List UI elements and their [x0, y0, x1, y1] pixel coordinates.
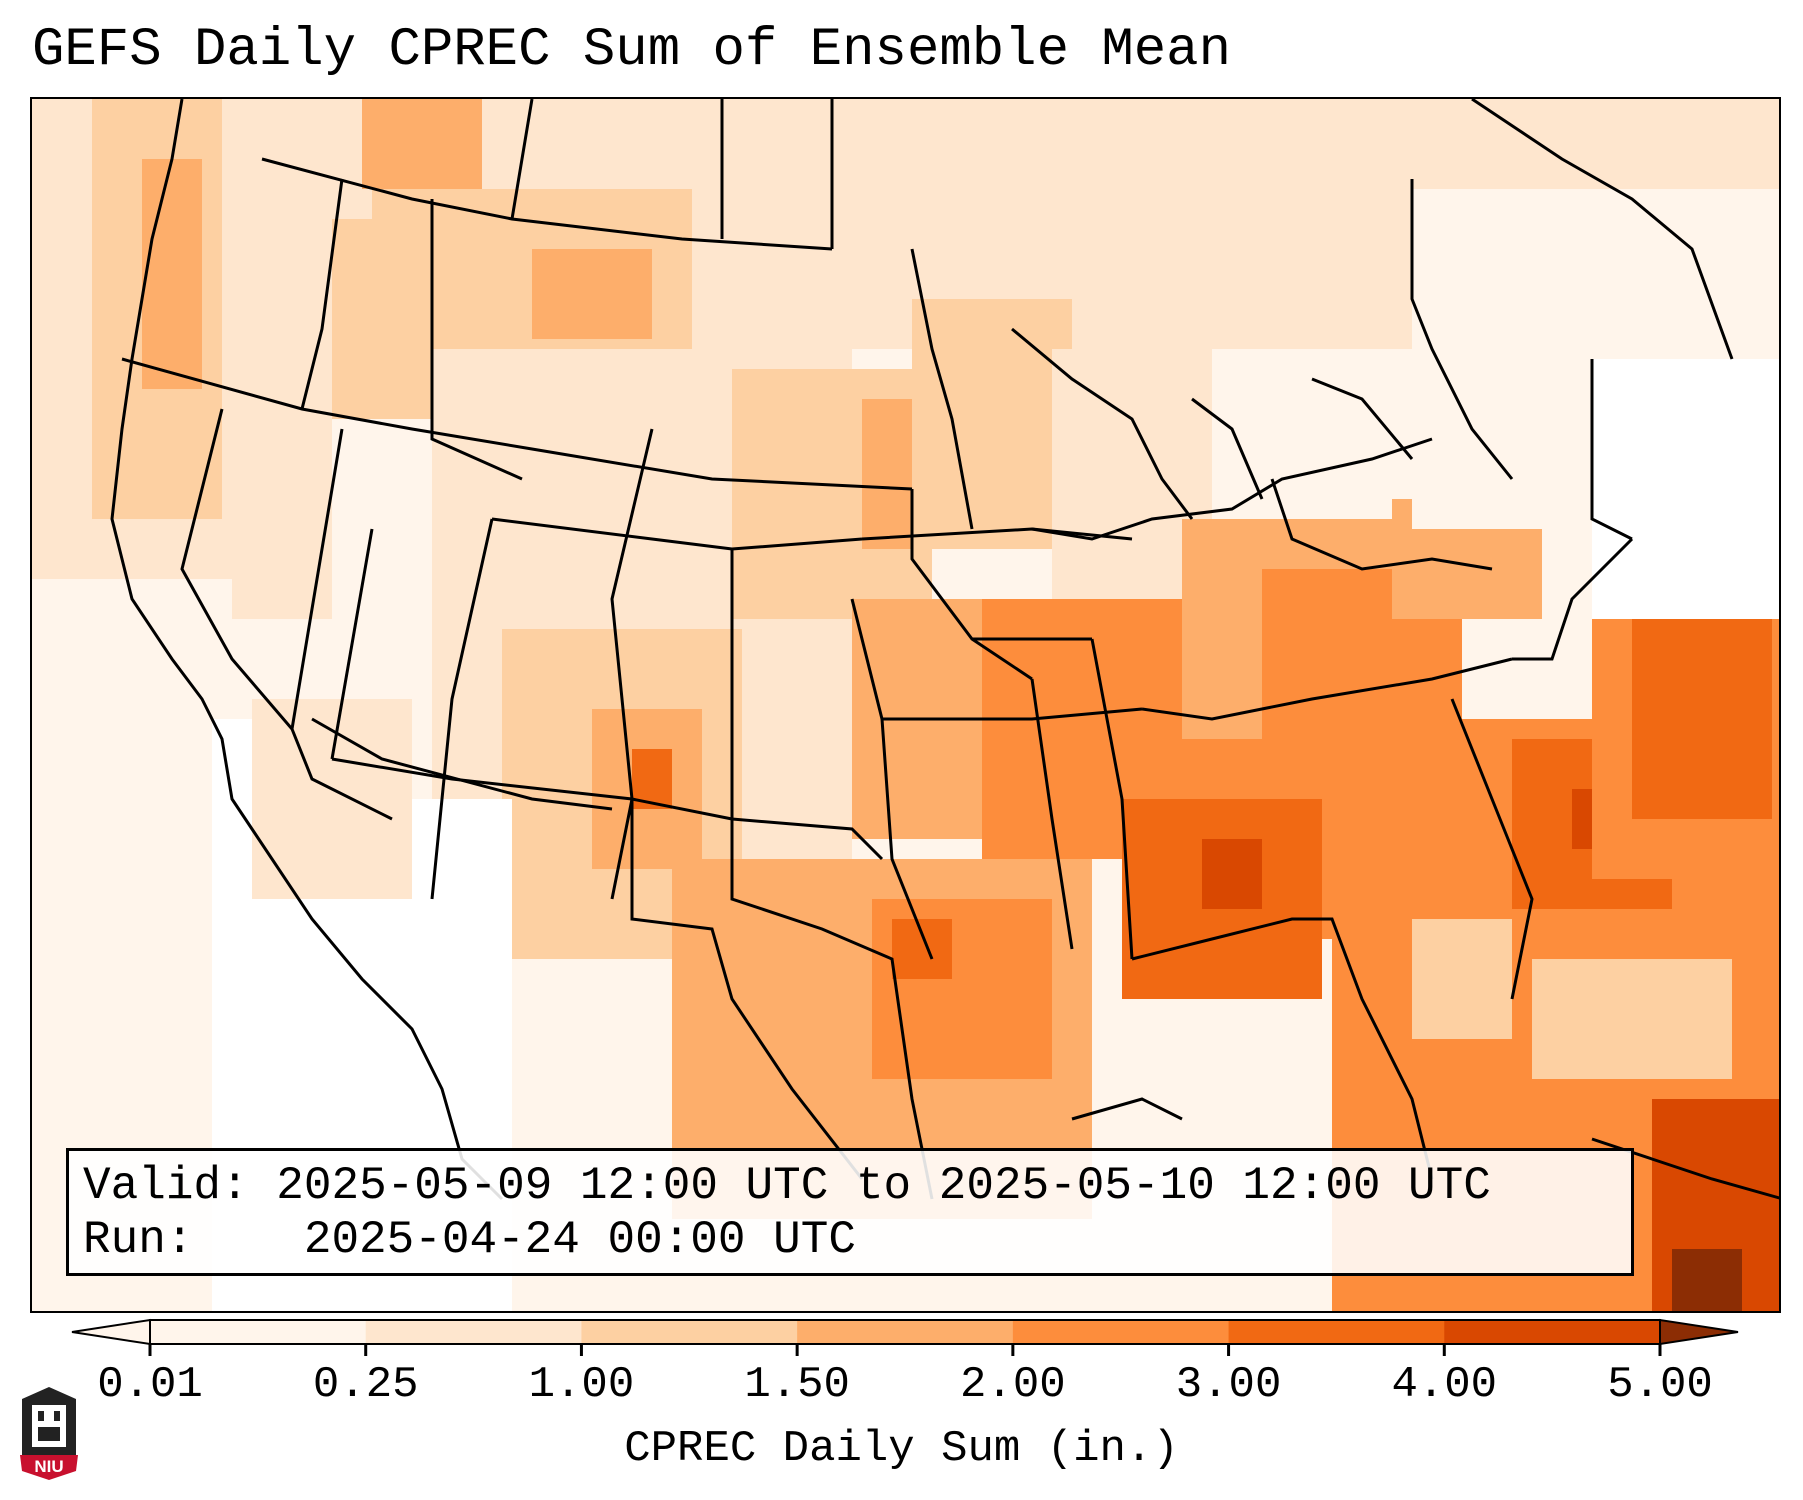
page-title: GEFS Daily CPREC Sum of Ensemble Mean — [32, 20, 1231, 81]
colorbar-tick-label: 0.25 — [312, 1360, 419, 1410]
colorbar-label: CPREC Daily Sum (in.) — [624, 1424, 1179, 1474]
colorbar-extend-high — [1659, 1318, 1739, 1346]
boundary-lines — [110, 99, 1779, 1201]
valid-label: Valid: — [83, 1160, 249, 1212]
precip-map — [32, 99, 1779, 1311]
colorbar-segment — [797, 1320, 1014, 1344]
colorbar-tick-label: 1.00 — [528, 1360, 635, 1410]
colorbar-tick-label: 4.00 — [1391, 1360, 1498, 1410]
niu-castle-icon — [20, 1387, 78, 1480]
colorbar-outline — [149, 1319, 1661, 1345]
colorbar-segment — [581, 1320, 798, 1344]
logo-text: NIU — [34, 1457, 63, 1476]
run-label: Run: — [83, 1214, 194, 1266]
colorbar-segment — [1444, 1320, 1661, 1344]
precip-field — [32, 99, 1779, 1311]
colorbar-tick-label: 1.50 — [744, 1360, 850, 1410]
colorbar-segment — [1012, 1320, 1230, 1344]
valid-value: 2025-05-09 12:00 UTC to 2025-05-10 12:00… — [276, 1160, 1491, 1212]
colorbar-segment — [150, 1320, 367, 1344]
colorbar-extend-low — [71, 1318, 151, 1346]
colorbar-tick-label: 0.01 — [97, 1360, 203, 1410]
map-panel[interactable] — [30, 97, 1781, 1313]
niu-logo: NIU — [20, 1387, 78, 1480]
run-value: 2025-04-24 00:00 UTC — [303, 1214, 856, 1266]
valid-run-box: Valid: 2025-05-09 12:00 UTC to 2025-05-1… — [66, 1148, 1634, 1276]
colorbar-segment — [1228, 1320, 1445, 1344]
colorbar-tick-label: 3.00 — [1175, 1360, 1282, 1410]
colorbar-tick-label: 2.00 — [960, 1360, 1066, 1410]
colorbar — [71, 1318, 1739, 1356]
colorbar-tick-label: 5.00 — [1607, 1360, 1713, 1410]
colorbar-segment — [365, 1320, 582, 1344]
